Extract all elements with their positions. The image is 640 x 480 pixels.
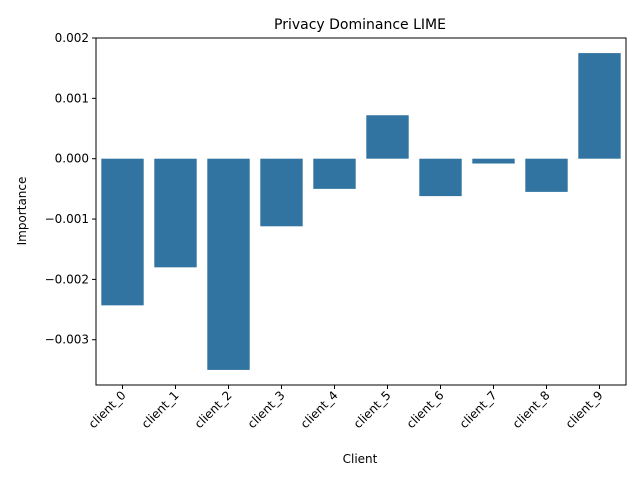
bar-client_9: [578, 53, 621, 159]
bar-client_3: [260, 158, 303, 227]
y-tick-label: −0.003: [45, 333, 89, 347]
y-axis: −0.003 −0.002 −0.001 0.000 0.001 0.002: [45, 31, 96, 347]
bar-client_8: [525, 158, 568, 192]
chart-title: Privacy Dominance LIME: [274, 17, 446, 33]
bar-client_4: [313, 158, 356, 189]
y-tick-label: −0.001: [45, 212, 89, 226]
y-tick-label: 0.001: [55, 91, 89, 105]
bar-client_7: [472, 158, 515, 164]
y-tick-label: 0.002: [55, 31, 89, 45]
y-tick-label: 0.000: [55, 152, 89, 166]
bar-client_2: [207, 158, 250, 370]
y-tick-label: −0.002: [45, 272, 89, 286]
plot-frame: [95, 37, 627, 386]
x-axis-label: Client: [343, 452, 378, 466]
bar-client_1: [154, 158, 197, 268]
bars-layer: [101, 53, 621, 370]
y-axis-label: Importance: [15, 177, 29, 246]
bar-client_6: [419, 158, 462, 197]
bar-client_0: [101, 158, 144, 306]
bar-client_5: [366, 115, 409, 159]
